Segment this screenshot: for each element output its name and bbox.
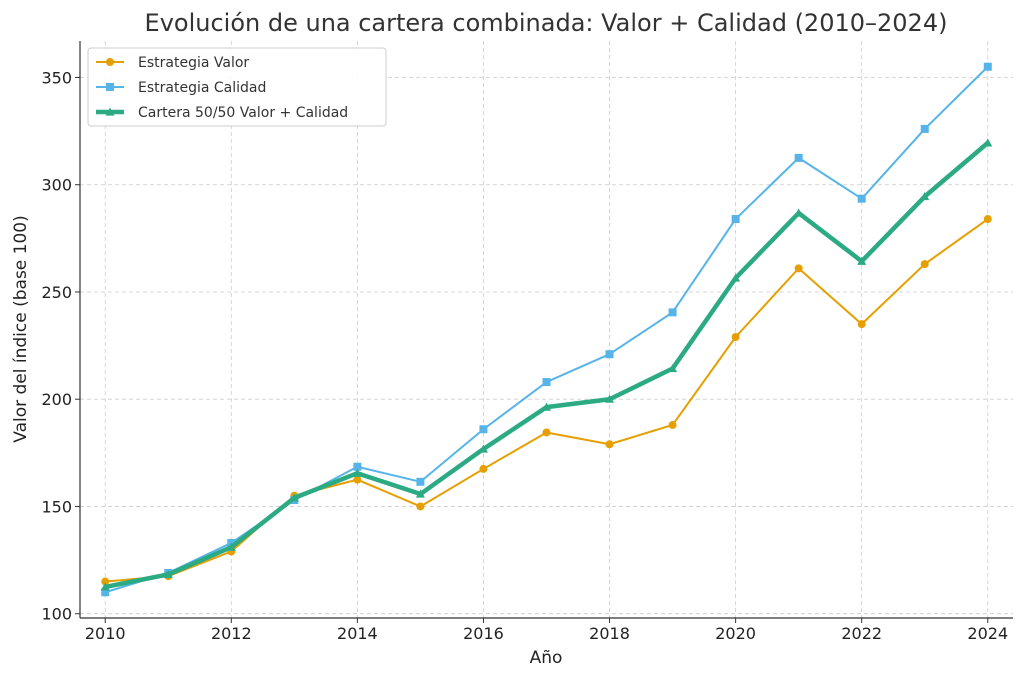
data-point (353, 475, 362, 484)
data-point (101, 588, 110, 597)
legend-item: Estrategia Calidad (96, 80, 266, 96)
series-1 (101, 215, 992, 586)
chart-title: Evolución de una cartera combinada: Valo… (145, 9, 948, 37)
x-tick-label: 2024 (967, 624, 1008, 643)
data-point (731, 215, 740, 224)
legend-box (87, 47, 387, 127)
legend-marker (106, 58, 114, 66)
y-tick-label: 100 (41, 605, 72, 624)
y-tick-label: 200 (41, 390, 72, 409)
data-point (794, 153, 803, 162)
data-point (542, 428, 551, 437)
x-tick-label: 2022 (841, 624, 882, 643)
data-point (163, 569, 173, 579)
x-tick-label: 2020 (715, 624, 756, 643)
data-point (605, 350, 614, 359)
data-point (542, 402, 551, 411)
series-line (104, 66, 989, 594)
series-line (104, 141, 990, 590)
data-point (857, 194, 866, 203)
data-point (542, 378, 551, 387)
data-point (416, 502, 425, 511)
data-point (289, 493, 299, 502)
y-tick-label: 150 (41, 497, 72, 516)
x-axis-label: Año (530, 648, 563, 668)
data-point (478, 444, 488, 453)
x-tick-label: 2018 (589, 624, 630, 643)
y-tick-label: 300 (41, 176, 72, 195)
data-point (983, 62, 992, 71)
data-point (101, 577, 110, 586)
data-point (415, 489, 425, 498)
y-tick-label: 350 (41, 68, 72, 87)
data-point (605, 440, 614, 449)
data-point (731, 333, 740, 342)
data-point (668, 308, 677, 317)
x-tick-label: 2012 (211, 624, 252, 643)
data-point (100, 582, 110, 591)
series-2 (101, 62, 992, 597)
series-3 (100, 138, 993, 591)
data-point (920, 124, 929, 133)
axes (75, 41, 1013, 623)
legend-item: Estrategia Valor (96, 55, 249, 71)
legend-label: Cartera 50/50 Valor + Calidad (138, 105, 348, 121)
data-point (416, 477, 425, 486)
x-tick-label: 2016 (463, 624, 504, 643)
series-layer (100, 62, 993, 597)
series-line (105, 218, 989, 583)
data-point (668, 420, 677, 429)
legend-marker (106, 83, 114, 91)
data-point (353, 462, 362, 471)
data-point (226, 542, 236, 551)
tick-labels: 2010 2012 2014 2016 2018 2020 2022 2024 100 150 20… (41, 68, 1008, 643)
data-point (668, 364, 678, 373)
y-axis-label: Valor del índice (base 100) (11, 215, 31, 442)
data-point (479, 425, 488, 434)
data-point (605, 394, 615, 403)
data-point (794, 208, 804, 217)
x-tick-label: 2014 (337, 624, 378, 643)
legend-label: Estrategia Valor (138, 55, 249, 71)
legend-item: Cartera 50/50 Valor + Calidad (96, 105, 348, 121)
x-tick-label: 2010 (85, 624, 126, 643)
data-point (983, 215, 992, 224)
y-tick-label: 250 (41, 283, 72, 302)
data-point (983, 138, 993, 147)
data-point (920, 260, 929, 269)
data-point (731, 273, 741, 282)
legend: Estrategia Valor Estrategia Calidad Carter… (87, 47, 387, 127)
legend-label: Estrategia Calidad (138, 80, 266, 96)
data-point (794, 264, 803, 273)
data-point (479, 464, 488, 473)
data-point (352, 468, 362, 477)
data-point (920, 192, 930, 201)
gridlines (80, 41, 1013, 618)
data-point (857, 256, 867, 265)
legend-marker (105, 107, 115, 116)
data-point (857, 320, 866, 329)
